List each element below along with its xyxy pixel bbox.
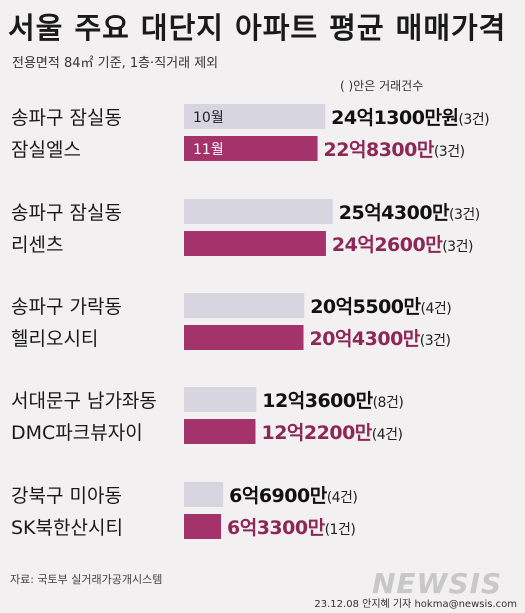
category-area-label: 송파구 잠실동 bbox=[11, 202, 122, 224]
value-text: 20억5500만 bbox=[310, 296, 421, 318]
value-label: 24억1300만원(3건) bbox=[331, 107, 489, 129]
value-text: 6억6900만 bbox=[229, 485, 328, 507]
category-area-label: 강북구 미아동 bbox=[11, 485, 122, 507]
bar-november bbox=[184, 231, 326, 256]
value-text: 6억3300만 bbox=[227, 517, 326, 539]
bar-november bbox=[184, 136, 318, 161]
category-name-label: DMC파크뷰자이 bbox=[11, 422, 143, 444]
category-area-label: 서대문구 남가좌동 bbox=[11, 390, 157, 412]
category-area-label: 송파구 가락동 bbox=[11, 296, 122, 318]
value-label: 22억8300만(3건) bbox=[324, 139, 465, 161]
value-label: 12억3600만(8건) bbox=[262, 390, 403, 412]
count-text: (1건) bbox=[325, 522, 356, 538]
category-name-label: 헬리오시티 bbox=[11, 328, 98, 350]
credit-line: 23.12.08 안지혜 기자 hokma@newsis.com bbox=[314, 599, 517, 610]
value-text: 20억4300만 bbox=[310, 328, 421, 350]
bar-november bbox=[184, 325, 304, 350]
count-text: (8건) bbox=[373, 395, 404, 411]
value-label: 25억4300만(3건) bbox=[339, 202, 480, 224]
count-note: ( )안은 거래건수 bbox=[340, 79, 424, 93]
count-text: (3건) bbox=[420, 333, 451, 349]
legend-label: 11월 bbox=[193, 142, 224, 158]
count-text: (4건) bbox=[421, 301, 452, 317]
count-text: (3건) bbox=[434, 144, 465, 160]
count-text: (3건) bbox=[442, 239, 473, 255]
bar-october bbox=[184, 199, 333, 224]
bar-november bbox=[184, 419, 256, 444]
value-label: 12억2200만(4건) bbox=[261, 422, 402, 444]
value-label: 6억3300만(1건) bbox=[227, 517, 355, 539]
value-label: 20억4300만(3건) bbox=[310, 328, 451, 350]
value-label: 24억2600만(3건) bbox=[332, 234, 473, 256]
value-text: 22억8300만 bbox=[324, 139, 435, 161]
value-label: 6억6900만(4건) bbox=[229, 485, 357, 507]
category-name-label: 잠실엘스 bbox=[11, 139, 81, 161]
bar-october bbox=[184, 482, 224, 507]
value-text: 25억4300만 bbox=[339, 202, 450, 224]
value-text: 12억3600만 bbox=[262, 390, 373, 412]
bar-october bbox=[184, 293, 305, 318]
count-text: (4건) bbox=[327, 490, 358, 506]
count-text: (3건) bbox=[458, 112, 489, 128]
category-name-label: SK북한산시티 bbox=[11, 517, 123, 539]
category-name-label: 리센츠 bbox=[11, 234, 63, 256]
bar-october bbox=[184, 387, 257, 412]
newsis-watermark: NEWSIS bbox=[372, 567, 503, 600]
value-text: 24억1300만원 bbox=[331, 107, 458, 129]
value-text: 24억2600만 bbox=[332, 234, 443, 256]
value-text: 12억2200만 bbox=[261, 422, 372, 444]
bar-november bbox=[184, 514, 222, 539]
category-area-label: 송파구 잠실동 bbox=[11, 107, 122, 129]
count-text: (3건) bbox=[449, 207, 480, 223]
count-text: (4건) bbox=[372, 427, 403, 443]
legend-label: 10월 bbox=[193, 110, 224, 126]
value-label: 20억5500만(4건) bbox=[310, 296, 451, 318]
chart-title: 서울 주요 대단지 아파트 평균 매매가격 bbox=[8, 11, 507, 45]
chart-subtitle: 전용면적 84㎡ 기준, 1층·직거래 제외 bbox=[12, 56, 219, 71]
source-note: 자료: 국토부 실거래가공개시스템 bbox=[10, 573, 163, 586]
bar-october bbox=[184, 104, 326, 129]
